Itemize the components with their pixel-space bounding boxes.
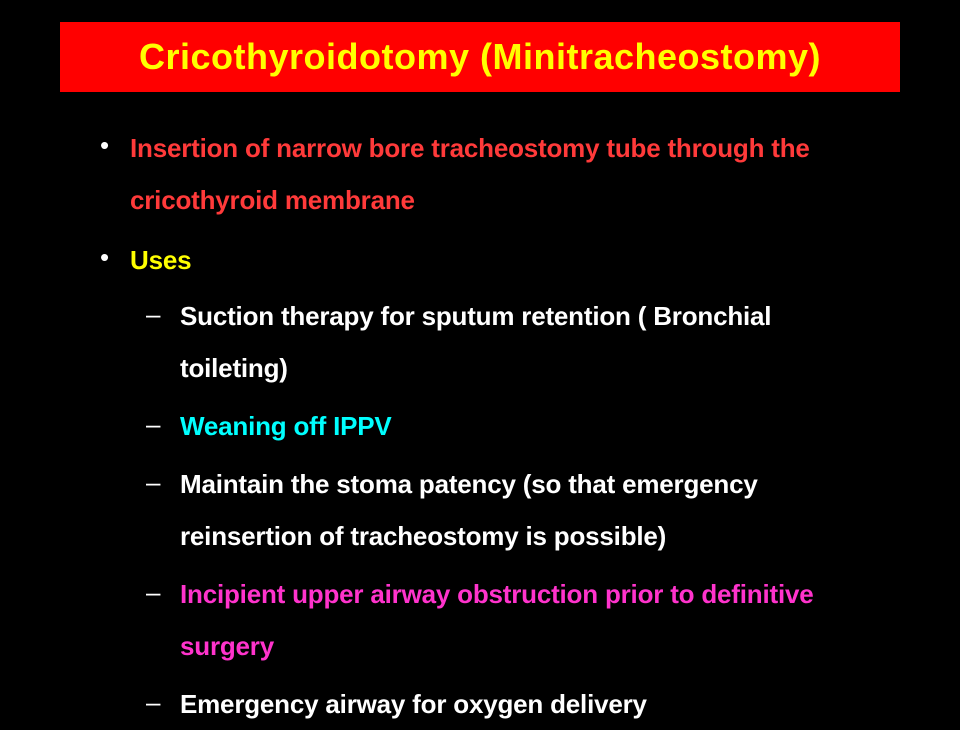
list-item-text: Insertion of narrow bore tracheostomy tu… [130,133,810,215]
list-item: Uses–Suction therapy for sputum retentio… [100,234,870,730]
sub-list-item: –Maintain the stoma patency (so that eme… [146,458,870,562]
sub-list-item: –Weaning off IPPV [146,400,870,452]
slide-content: Insertion of narrow bore tracheostomy tu… [40,112,920,730]
dash-icon: – [146,290,160,339]
sub-list-item-text: Emergency airway for oxygen delivery [180,689,647,719]
slide: Cricothyroidotomy (Minitracheostomy) Ins… [0,0,960,720]
dash-icon: – [146,458,160,507]
dash-icon: – [146,400,160,449]
sub-list-item: –Suction therapy for sputum retention ( … [146,290,870,394]
dash-icon: – [146,568,160,617]
list-item-text: Uses [130,245,191,275]
sub-list-item-text: Maintain the stoma patency (so that emer… [180,469,758,551]
list-item: Insertion of narrow bore tracheostomy tu… [100,122,870,226]
sub-list-item: –Emergency airway for oxygen delivery [146,678,870,730]
sub-list-item-text: Weaning off IPPV [180,411,392,441]
sub-list-item-text: Incipient upper airway obstruction prior… [180,579,814,661]
sub-list-item-text: Suction therapy for sputum retention ( B… [180,301,771,383]
bullet-list: Insertion of narrow bore tracheostomy tu… [100,122,870,730]
slide-title: Cricothyroidotomy (Minitracheostomy) [139,36,821,77]
sub-list-item: –Incipient upper airway obstruction prio… [146,568,870,672]
title-bar: Cricothyroidotomy (Minitracheostomy) [60,22,900,92]
sub-list: –Suction therapy for sputum retention ( … [130,290,870,730]
